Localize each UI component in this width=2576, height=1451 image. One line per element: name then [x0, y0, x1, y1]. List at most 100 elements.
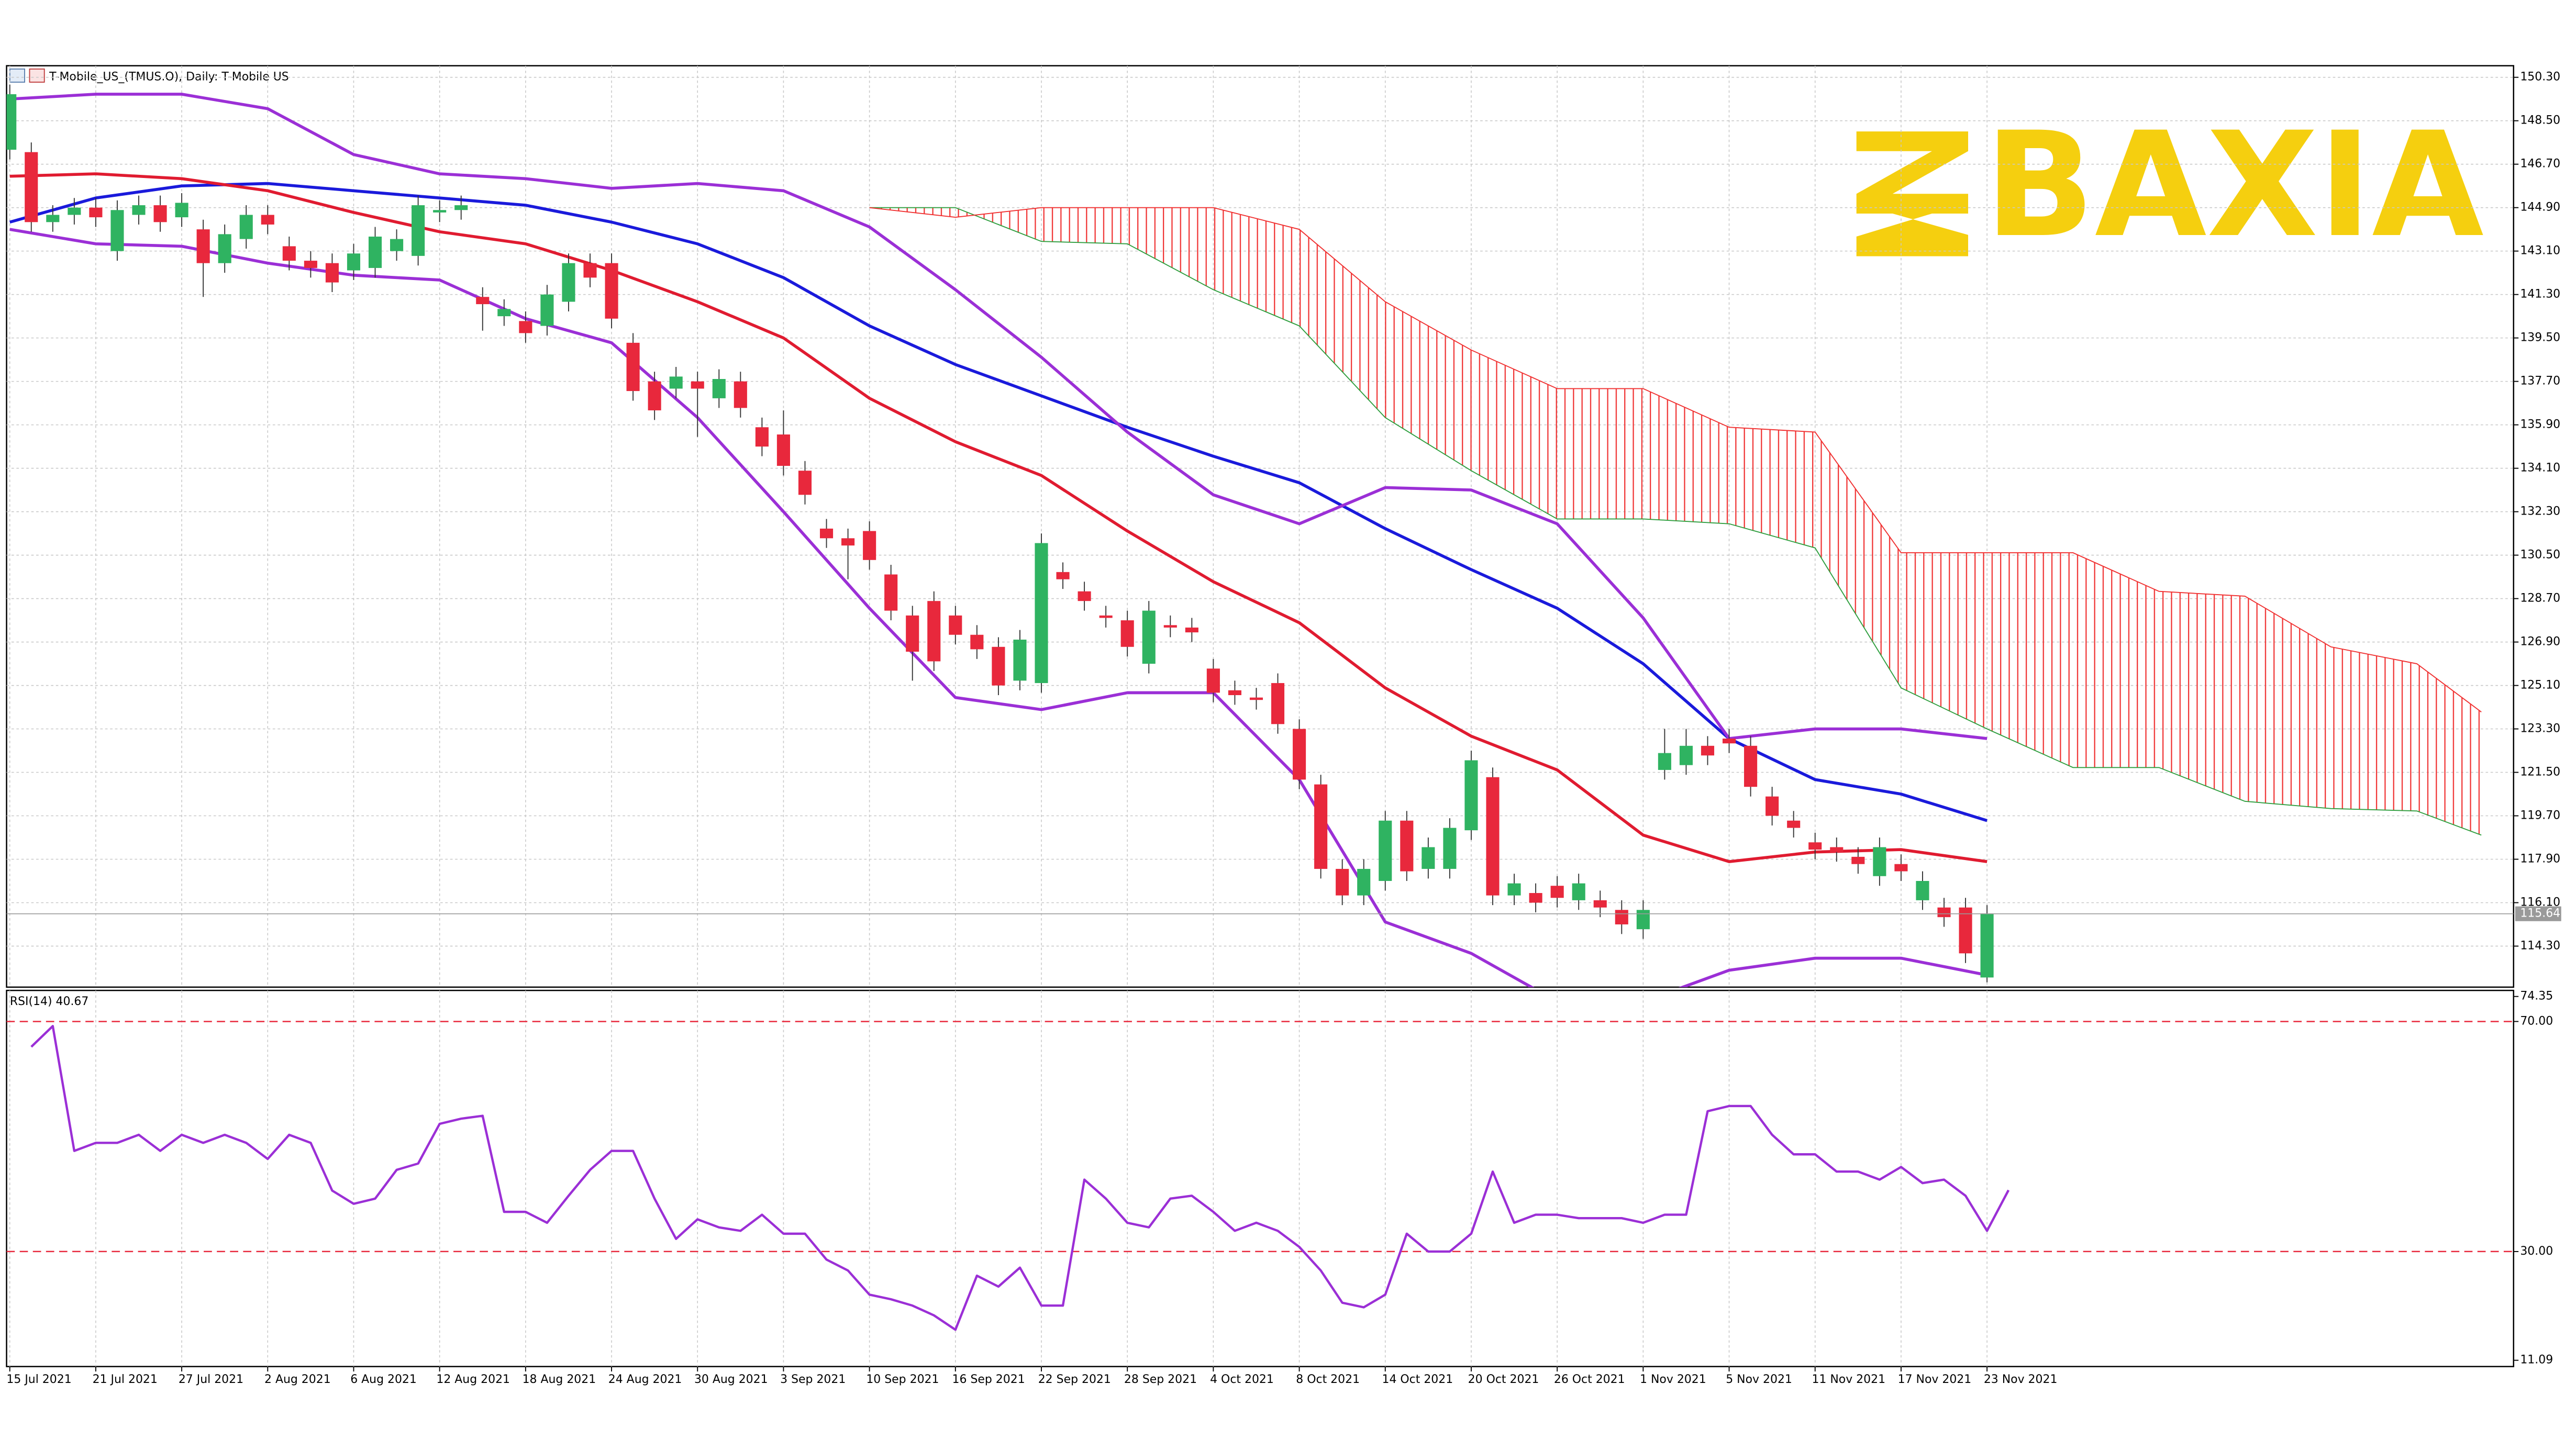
- y-tick-label: 134.10: [2520, 462, 2560, 475]
- x-tick-label: 26 Oct 2021: [1554, 1373, 1625, 1386]
- candle-body: [132, 205, 146, 215]
- candle-body: [1873, 847, 1886, 876]
- candle-body: [1636, 910, 1650, 930]
- candle-body: [1120, 620, 1134, 647]
- candle-body: [347, 253, 361, 271]
- candle-body: [1422, 847, 1435, 869]
- x-tick-label: 6 Aug 2021: [350, 1373, 417, 1386]
- x-tick-label: 15 Jul 2021: [6, 1373, 71, 1386]
- candle-body: [46, 215, 60, 222]
- candle-body: [1228, 690, 1241, 695]
- x-tick-label: 8 Oct 2021: [1296, 1373, 1360, 1386]
- x-tick-label: 2 Aug 2021: [264, 1373, 331, 1386]
- candle-body: [1980, 913, 1994, 978]
- cloud-fill: [869, 207, 2482, 835]
- candle-body: [390, 239, 404, 251]
- y-tick-label: 126.90: [2520, 635, 2560, 649]
- x-tick-label: 1 Nov 2021: [1640, 1373, 1706, 1386]
- candle-body: [1959, 907, 1972, 954]
- candle-body: [863, 531, 876, 560]
- y-tick-label: 121.50: [2520, 766, 2560, 779]
- rsi-plot: [6, 990, 2514, 1367]
- chart-icon[interactable]: [29, 68, 45, 83]
- candle-body: [1249, 697, 1263, 700]
- last-price-label: 115.64: [2520, 907, 2560, 920]
- candle-body: [798, 471, 812, 495]
- candle-body: [734, 381, 747, 408]
- candle-body: [304, 261, 317, 268]
- x-tick-label: 28 Sep 2021: [1124, 1373, 1197, 1386]
- x-tick-label: 21 Jul 2021: [93, 1373, 158, 1386]
- candle-body: [1766, 796, 1779, 816]
- y-tick-label: 30.00: [2520, 1245, 2553, 1258]
- cloud-line: [869, 207, 2482, 713]
- x-tick-label: 20 Oct 2021: [1468, 1373, 1539, 1386]
- candle-body: [648, 381, 661, 410]
- y-tick-label: 119.70: [2520, 809, 2560, 822]
- candle-body: [1314, 784, 1328, 869]
- candle-body: [949, 615, 962, 635]
- candle-body: [841, 538, 855, 546]
- rsi-line: [30, 1025, 2010, 1331]
- candle-body: [1808, 842, 1822, 850]
- candle-body: [992, 646, 1005, 686]
- candle-body: [282, 246, 296, 261]
- menu-icon[interactable]: [9, 68, 26, 83]
- x-tick-label: 17 Nov 2021: [1898, 1373, 1972, 1386]
- x-tick-label: 24 Aug 2021: [608, 1373, 682, 1386]
- y-tick-label: 130.50: [2520, 549, 2560, 562]
- candle-body: [906, 615, 919, 652]
- candle-body: [1851, 856, 1865, 864]
- y-tick-label: 11.09: [2520, 1354, 2553, 1367]
- candle-body: [819, 528, 834, 539]
- candle-body: [196, 229, 210, 263]
- y-tick-label: 141.30: [2520, 288, 2560, 301]
- candle-body: [1035, 543, 1048, 683]
- candle-body: [433, 210, 447, 213]
- indicator-line: [9, 182, 1987, 822]
- y-tick-label: 139.50: [2520, 331, 2560, 344]
- candle-body: [1336, 868, 1349, 896]
- candle-body: [519, 321, 532, 333]
- candle-body: [1529, 893, 1542, 903]
- candle-body: [1593, 900, 1607, 908]
- x-tick-label: 5 Nov 2021: [1726, 1373, 1792, 1386]
- candle-body: [153, 205, 167, 222]
- candle-body: [1744, 745, 1758, 787]
- candle-body: [218, 234, 231, 263]
- last-price-box: [2515, 906, 2561, 921]
- x-tick-label: 22 Sep 2021: [1038, 1373, 1111, 1386]
- candle-body: [1464, 760, 1478, 831]
- candle-body: [1056, 572, 1070, 579]
- candle-body: [1937, 907, 1951, 918]
- indicator-line: [9, 228, 1987, 987]
- candle-body: [1142, 610, 1156, 664]
- candle-body: [175, 203, 188, 218]
- price-panel: [6, 65, 2515, 988]
- x-tick-label: 23 Nov 2021: [1984, 1373, 2058, 1386]
- candle-body: [1615, 910, 1628, 924]
- y-tick-label: 150.30: [2520, 71, 2560, 84]
- candle-body: [454, 205, 468, 210]
- y-tick-label: 70.00: [2520, 1014, 2553, 1028]
- candle-body: [476, 297, 490, 305]
- y-tick-label: 148.50: [2520, 114, 2560, 127]
- y-tick-label: 123.30: [2520, 722, 2560, 735]
- candle-body: [605, 263, 618, 319]
- candle-body: [239, 215, 253, 239]
- candle-body: [68, 207, 81, 215]
- candle-body: [1400, 820, 1414, 872]
- candle-body: [691, 381, 704, 389]
- cloud-line: [869, 207, 2482, 836]
- y-tick-label: 74.35: [2520, 990, 2553, 1003]
- candle-body: [1013, 639, 1027, 681]
- candle-body: [1078, 591, 1091, 601]
- candle-body: [412, 205, 425, 256]
- y-tick-label: 117.90: [2520, 852, 2560, 865]
- watermark: [1856, 131, 1969, 256]
- x-tick-label: 10 Sep 2021: [866, 1373, 939, 1386]
- candle-body: [6, 94, 17, 150]
- candle-body: [626, 342, 640, 392]
- y-tick-label: 125.10: [2520, 679, 2560, 692]
